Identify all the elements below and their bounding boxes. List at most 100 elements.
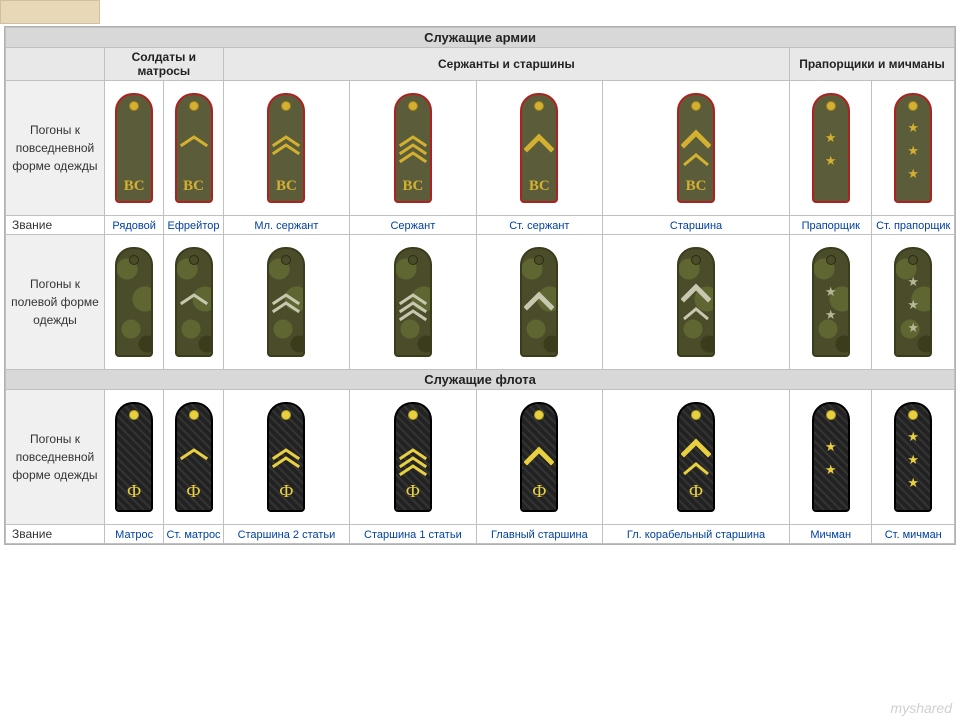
chevron-icon — [524, 446, 554, 472]
shoulder-board: ★ ★ ★ — [894, 93, 932, 203]
star-icon: ★ — [907, 453, 919, 466]
shoulder-board: Ф — [677, 402, 715, 512]
shoulder-board: ★★★ — [894, 247, 932, 357]
shoulder-board — [677, 247, 715, 357]
shoulder-board: ВС — [520, 93, 558, 203]
anchor-icon: Ф — [532, 481, 546, 502]
shoulder-board: Ф — [520, 402, 558, 512]
star-icon: ★ — [907, 167, 919, 180]
chevron-icon — [681, 438, 711, 476]
star-icon: ★ — [825, 308, 837, 321]
bc-text: ВС — [396, 178, 430, 195]
button-icon — [826, 101, 836, 111]
chevron-icon — [524, 291, 554, 317]
shoulder-board: Ф — [394, 402, 432, 512]
star-icon: ★ — [825, 285, 837, 298]
watermark: myshared — [891, 700, 952, 716]
chevron-icon — [179, 291, 209, 313]
button-icon — [129, 101, 139, 111]
rank-name: Старшина — [670, 220, 722, 232]
chevron-icon — [271, 291, 301, 321]
col-soldiers: Солдаты и матросы — [104, 48, 223, 81]
shoulder-board: ВС — [175, 93, 213, 203]
shoulder-board: ★★ — [812, 402, 850, 512]
rank-name: Рядовой — [112, 220, 155, 232]
col-sergeants: Сержанты и старшины — [223, 48, 789, 81]
chevron-icon — [681, 129, 711, 167]
ranks-table: Служащие армии Солдаты и матросы Сержант… — [5, 27, 955, 544]
button-icon — [189, 410, 199, 420]
chevron-icon — [179, 446, 209, 468]
rank-name: Мл. сержант — [254, 220, 318, 232]
anchor-icon: Ф — [127, 481, 141, 502]
shoulder-board: ★★ — [812, 247, 850, 357]
shoulder-board — [175, 247, 213, 357]
row-label-field: Погоны к полевой форме одежды — [6, 235, 105, 370]
row-label-rank-navy: Звание — [6, 525, 105, 544]
shoulder-board: ВС — [115, 93, 153, 203]
rank-name: Прапорщик — [802, 220, 860, 232]
anchor-icon: Ф — [186, 481, 200, 502]
button-icon — [691, 255, 701, 265]
rank-name: Гл. корабельный старшина — [627, 529, 765, 541]
star-icon: ★ — [907, 144, 919, 157]
stars-group: ★★ — [825, 285, 837, 321]
button-icon — [281, 101, 291, 111]
star-icon: ★ — [825, 154, 837, 167]
col-warrants: Прапорщики и мичманы — [790, 48, 955, 81]
button-icon — [408, 101, 418, 111]
star-icon: ★ — [907, 298, 919, 311]
rank-name: Старшина 1 статьи — [364, 529, 462, 541]
chevron-icon — [524, 133, 554, 159]
stars-group: ★★★ — [907, 430, 919, 489]
shoulder-board — [394, 247, 432, 357]
star-icon: ★ — [907, 275, 919, 288]
navy-rank-names-row: Звание Матрос Ст. матрос Старшина 2 стат… — [6, 525, 955, 544]
shoulder-board: Ф — [175, 402, 213, 512]
star-icon: ★ — [825, 131, 837, 144]
bc-text: ВС — [269, 178, 303, 195]
shoulder-board: Ф — [115, 402, 153, 512]
stars-group: ★★ — [825, 131, 837, 167]
rank-name: Ст. сержант — [509, 220, 569, 232]
rank-name: Ст. матрос — [166, 529, 220, 541]
stars-group: ★ ★ ★ — [907, 121, 919, 180]
bc-text: ВС — [679, 178, 713, 195]
shoulder-board: ★★ — [812, 93, 850, 203]
anchor-icon: Ф — [689, 481, 703, 502]
button-icon — [129, 410, 139, 420]
bc-text: ВС — [177, 178, 211, 195]
button-icon — [534, 410, 544, 420]
army-everyday-row: Погоны к повседневной форме одежды ВС ВС… — [6, 81, 955, 216]
button-icon — [534, 101, 544, 111]
star-icon: ★ — [907, 121, 919, 134]
rank-name: Ст. мичман — [885, 529, 942, 541]
header-army: Служащие армии — [6, 28, 955, 48]
button-icon — [908, 255, 918, 265]
button-icon — [129, 255, 139, 265]
shoulder-board: ВС — [677, 93, 715, 203]
button-icon — [908, 101, 918, 111]
star-icon: ★ — [907, 430, 919, 443]
army-rank-names-row: Звание Рядовой Ефрейтор Мл. сержант Серж… — [6, 216, 955, 235]
row-label-rank: Звание — [6, 216, 105, 235]
button-icon — [908, 410, 918, 420]
header-navy: Служащие флота — [6, 370, 955, 390]
chevron-icon — [271, 446, 301, 476]
rank-name: Сержант — [390, 220, 435, 232]
button-icon — [408, 255, 418, 265]
rank-name: Ст. прапорщик — [876, 220, 950, 232]
rank-name: Мичман — [810, 529, 851, 541]
button-icon — [534, 255, 544, 265]
chevron-icon — [271, 133, 301, 163]
shoulder-board — [267, 247, 305, 357]
button-icon — [826, 410, 836, 420]
shoulder-board — [520, 247, 558, 357]
shoulder-board: ★★★ — [894, 402, 932, 512]
star-icon: ★ — [825, 463, 837, 476]
button-icon — [826, 255, 836, 265]
row-label-everyday-navy: Погоны к повседневной форме одежды — [6, 390, 105, 525]
blank-corner — [6, 48, 105, 81]
navy-everyday-row: Погоны к повседневной форме одежды Ф Ф Ф… — [6, 390, 955, 525]
bc-text: ВС — [522, 178, 556, 195]
